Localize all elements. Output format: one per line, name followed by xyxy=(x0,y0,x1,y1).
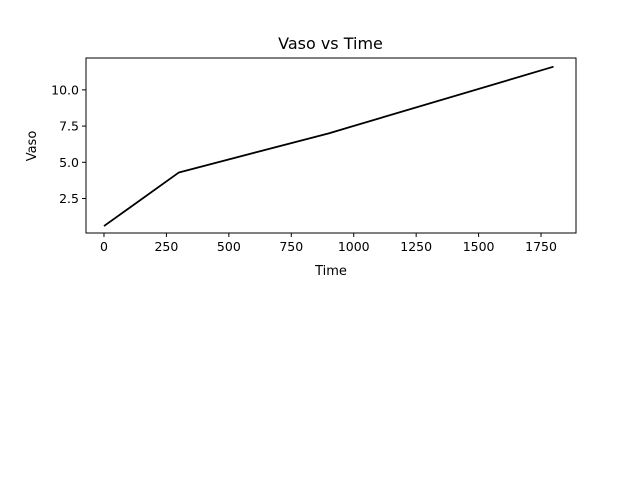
y-tick-label: 10.0 xyxy=(51,82,79,97)
x-tick-label: 750 xyxy=(279,239,303,254)
x-tick-label: 500 xyxy=(217,239,241,254)
y-axis-ticks: 2.5 5.0 7.5 10.0 xyxy=(51,82,86,206)
y-axis-label: Vaso xyxy=(25,131,40,162)
x-axis-ticks: 0 250 500 750 1000 1250 1500 1750 xyxy=(100,233,557,254)
x-tick-label: 0 xyxy=(100,239,108,254)
x-tick-label: 1750 xyxy=(525,239,557,254)
x-axis-label: Time xyxy=(314,264,347,279)
plot-frame xyxy=(85,57,577,234)
chart-title: Vaso vs Time xyxy=(278,34,383,53)
y-tick-label: 7.5 xyxy=(59,119,79,134)
y-tick-label: 2.5 xyxy=(59,191,79,206)
series-line xyxy=(103,65,554,227)
x-tick-label: 250 xyxy=(154,239,178,254)
y-tick-label: 5.0 xyxy=(59,155,79,170)
series-group xyxy=(103,65,554,227)
x-tick-label: 1250 xyxy=(400,239,432,254)
x-tick-label: 1000 xyxy=(338,239,370,254)
x-tick-label: 1500 xyxy=(463,239,495,254)
